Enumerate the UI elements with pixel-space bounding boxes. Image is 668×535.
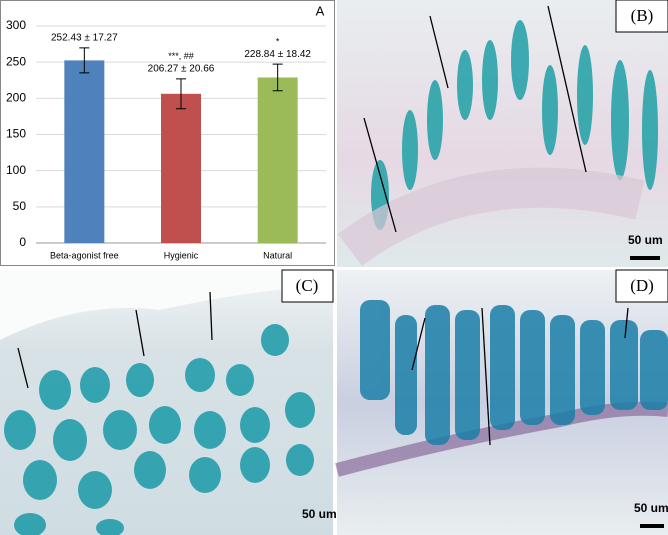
panel-label: (B) bbox=[631, 6, 654, 25]
error-bar bbox=[272, 63, 283, 92]
panel-label: (C) bbox=[296, 276, 319, 295]
y-tick-label: 300 bbox=[6, 18, 26, 32]
panel-b: (B) 50 um bbox=[337, 0, 668, 267]
x-tick-label: Beta-agonist free bbox=[50, 250, 119, 260]
scale-label: 50 um bbox=[634, 501, 668, 515]
y-tick-label: 0 bbox=[19, 235, 26, 249]
bar-chart: A 0 50 100 150 200 250 300 Beta-agonist free 252.… bbox=[6, 3, 326, 260]
y-tick-label: 100 bbox=[6, 163, 26, 177]
value-label: 206.27 ± 20.66 bbox=[148, 63, 215, 74]
error-bar bbox=[176, 78, 186, 110]
x-tick-label: Natural bbox=[263, 250, 292, 260]
value-label: 252.43 ± 17.27 bbox=[51, 33, 118, 44]
bar bbox=[161, 93, 201, 243]
error-bar bbox=[79, 47, 90, 74]
y-tick-label: 50 bbox=[13, 199, 27, 213]
scale-label: 50 um bbox=[302, 507, 337, 521]
panel-label: A bbox=[316, 3, 325, 18]
x-tick-label: Hygienic bbox=[164, 250, 199, 260]
scale-label: 50 um bbox=[628, 233, 663, 247]
panel-label: (D) bbox=[630, 276, 654, 295]
y-tick-label: 150 bbox=[6, 127, 26, 141]
panel-d: (D) 50 um bbox=[335, 269, 668, 535]
significance-label: ***, ## bbox=[168, 51, 194, 61]
significance-label: * bbox=[276, 37, 280, 47]
bar bbox=[257, 77, 298, 243]
y-tick-label: 200 bbox=[6, 91, 26, 105]
y-tick-label: 250 bbox=[6, 54, 26, 68]
panel-c: (C) 50 um bbox=[0, 269, 337, 535]
value-label: 228.84 ± 18.42 bbox=[244, 49, 311, 60]
bar bbox=[64, 60, 105, 243]
